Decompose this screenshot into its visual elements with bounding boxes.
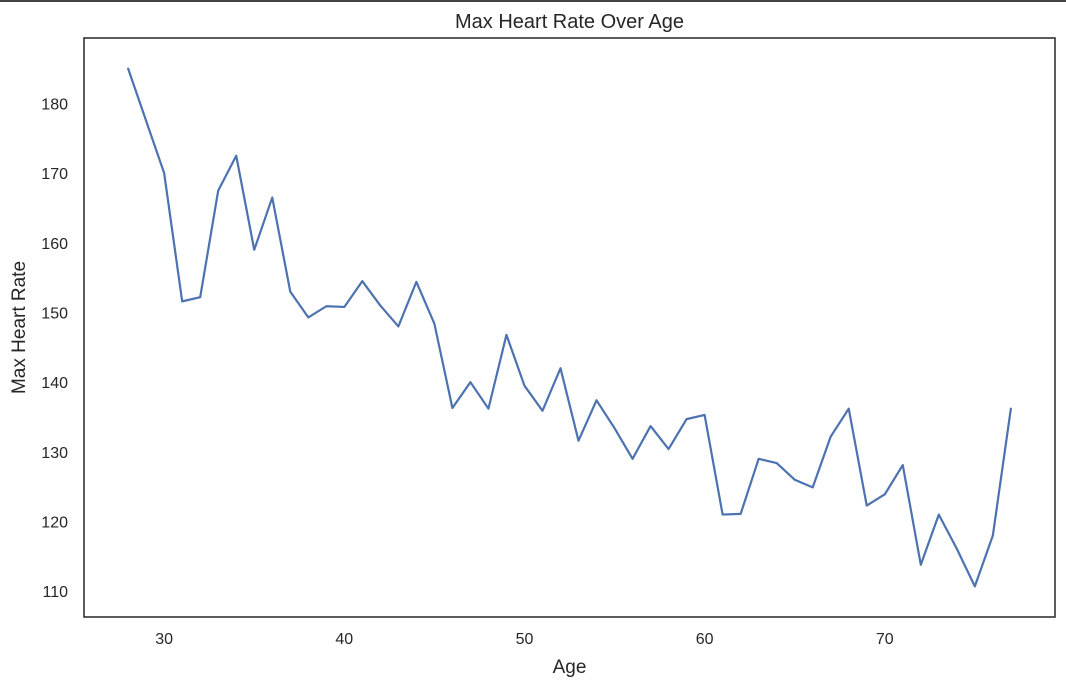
chart-title: Max Heart Rate Over Age [455,11,684,33]
y-tick-label: 180 [41,96,68,113]
y-axis-label: Max Heart Rate [9,261,30,394]
x-tick-label: 30 [155,631,173,648]
series-line-0 [127,67,1012,588]
y-tick-label: 150 [41,306,68,323]
y-tick-label: 160 [41,236,68,253]
y-tick-label: 130 [41,445,68,462]
x-tick-label: 50 [516,631,534,648]
y-tick-label: 170 [41,166,68,183]
x-tick-label: 60 [696,631,714,648]
y-tick-label: 110 [42,584,68,601]
plot-area: 30 40 50 60 70 110 120 130 140 150 160 170 180 [41,37,1056,648]
y-tick-label: 120 [41,515,68,532]
x-tick-label: 40 [335,631,353,648]
y-tick-label: 140 [41,375,68,392]
x-axis-label: Age [553,657,587,678]
x-tick-label: 70 [876,631,894,648]
window-top-border [0,0,1066,2]
plot-frame [83,37,1056,618]
